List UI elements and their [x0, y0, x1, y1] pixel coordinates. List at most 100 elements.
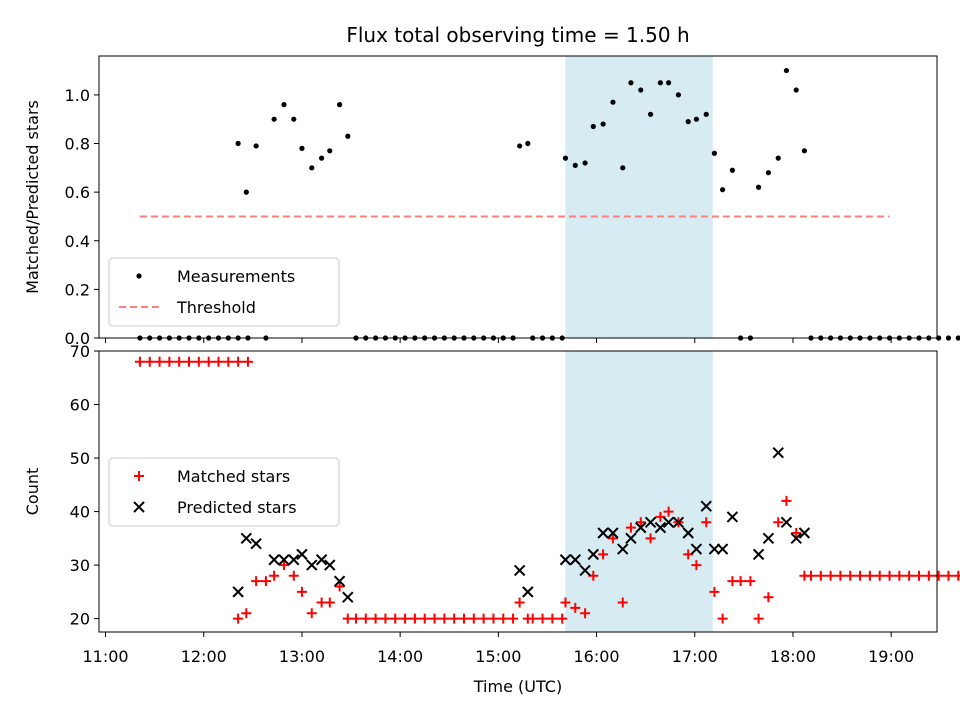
legend-label: Predicted stars	[177, 498, 297, 517]
data-point	[635, 521, 647, 534]
data-point	[342, 591, 354, 603]
data-point	[790, 532, 802, 545]
data-point	[805, 570, 816, 581]
data-point	[522, 586, 534, 598]
data-point	[370, 613, 381, 624]
data-point	[233, 613, 244, 624]
x-tick-label: 18:00	[770, 647, 816, 666]
data-point	[690, 543, 703, 555]
data-point	[184, 356, 195, 367]
data-point	[498, 613, 509, 624]
data-point	[945, 335, 952, 341]
data-point	[607, 527, 619, 539]
data-point	[233, 356, 244, 367]
data-point	[174, 356, 185, 367]
data-point	[296, 586, 307, 597]
legend-label: Threshold	[176, 298, 256, 317]
y-tick-label: 20	[70, 610, 90, 629]
data-point	[773, 517, 784, 528]
data-point	[213, 356, 224, 367]
data-point	[240, 532, 253, 545]
data-point	[628, 80, 634, 86]
data-point	[281, 102, 287, 108]
data-point	[709, 586, 720, 597]
data-point	[719, 187, 726, 193]
data-point	[588, 570, 599, 581]
data-point	[223, 356, 234, 367]
data-point	[525, 140, 531, 147]
data-point	[716, 543, 729, 555]
data-point	[625, 532, 637, 545]
data-point	[662, 516, 675, 528]
data-point	[763, 592, 774, 603]
data-point	[955, 335, 960, 341]
data-point	[607, 533, 618, 544]
highlight-span	[565, 351, 713, 632]
data-point	[825, 570, 836, 581]
data-point	[685, 119, 691, 125]
data-point	[617, 543, 629, 555]
y-tick-label: 0.8	[65, 135, 90, 154]
y-tick-label: 40	[70, 503, 90, 522]
data-point	[560, 597, 571, 608]
data-point	[232, 586, 244, 598]
data-point	[327, 148, 333, 154]
plot-frame	[98, 350, 938, 633]
data-point	[726, 511, 739, 523]
data-point	[884, 570, 895, 581]
x-tick-label: 14:00	[377, 647, 423, 666]
data-point	[242, 356, 253, 367]
data-point	[559, 554, 572, 566]
data-point	[635, 517, 646, 528]
data-point	[296, 548, 308, 561]
x-tick-label: 19:00	[868, 647, 914, 666]
data-point	[164, 356, 175, 367]
data-point	[765, 170, 772, 176]
data-point	[933, 570, 944, 581]
data-point	[419, 613, 430, 624]
data-point	[269, 570, 280, 581]
y-tick-label: 60	[70, 396, 90, 415]
highlight-span	[565, 56, 713, 338]
data-point	[429, 613, 440, 624]
data-point	[299, 145, 305, 151]
bottom-panel: 20 30 40 50 60 70 Count 11:00 12:00 13:00 14:00 15:…	[23, 342, 960, 696]
data-point	[717, 613, 728, 624]
data-point	[835, 570, 846, 581]
data-point	[250, 537, 262, 550]
legend: Matched stars Predicted stars	[108, 457, 340, 527]
data-point	[781, 495, 792, 506]
data-point	[855, 570, 866, 581]
data-point	[468, 613, 479, 624]
data-point	[235, 140, 241, 147]
data-point	[360, 613, 371, 624]
y-axis-label: Matched/Predicted stars	[23, 100, 42, 294]
data-point	[691, 560, 702, 571]
data-point	[488, 613, 499, 624]
data-point	[243, 189, 249, 195]
data-point	[478, 613, 489, 624]
series-predicted-stars	[232, 446, 811, 603]
series-matched-stars	[134, 356, 960, 624]
data-point	[271, 116, 277, 122]
data-point	[874, 570, 885, 581]
top-panel: 0.0 0.2 0.4 0.6 0.8 1.0 Matched/Predicted star…	[23, 55, 960, 348]
data-point	[439, 613, 450, 624]
y-tick-label: 1.0	[65, 86, 90, 105]
data-point	[260, 576, 271, 587]
data-point	[801, 148, 808, 154]
data-point	[291, 116, 297, 122]
data-point	[845, 570, 856, 581]
data-point	[657, 80, 663, 86]
data-point	[324, 559, 336, 571]
data-point	[735, 576, 746, 587]
data-point	[700, 500, 712, 512]
data-point	[682, 527, 694, 539]
data-point	[587, 548, 599, 561]
data-point	[647, 111, 654, 117]
data-point	[645, 533, 656, 544]
data-point	[703, 111, 709, 117]
data-point	[755, 184, 762, 190]
data-point	[570, 602, 581, 613]
